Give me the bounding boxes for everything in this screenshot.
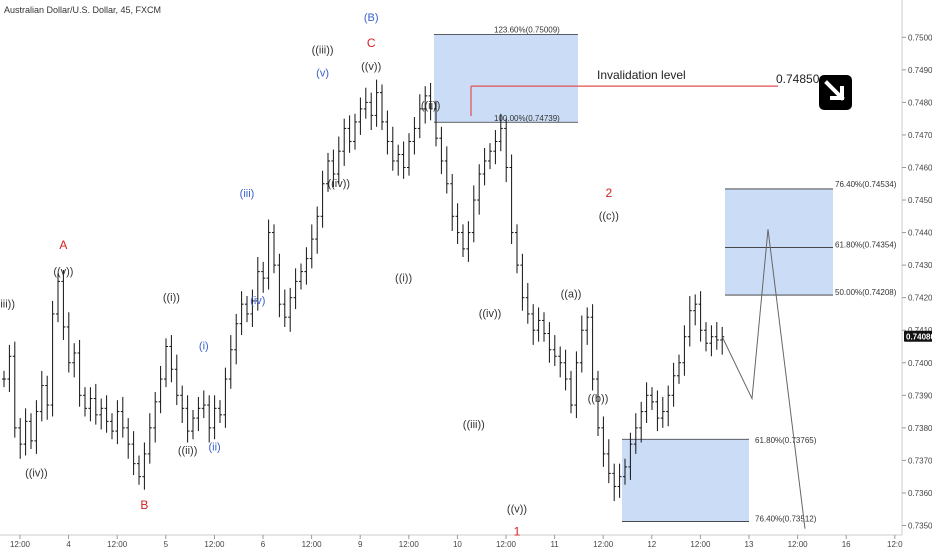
fib-zone-box: [434, 34, 578, 123]
x-tick-label: 11: [550, 540, 559, 549]
wave-label: ((iv)): [327, 178, 350, 190]
x-tick-label: 12:00: [399, 540, 420, 549]
candles: [2, 79, 725, 502]
x-tick-label: 13: [745, 540, 754, 549]
wave-label: ((v)): [361, 61, 381, 73]
invalidation-value: 0.74850: [776, 72, 820, 86]
x-tick-label: 12:00: [593, 540, 614, 549]
fib-zones: 123.60%(0.75009) 100.00%(0.74739) 61.80%(0…: [434, 25, 897, 524]
fib-level-label: 76.40%(0.73512): [755, 515, 817, 524]
x-tick-label: 12:00: [788, 540, 809, 549]
x-tick-label: 12:00: [107, 540, 128, 549]
wave-labels: ((iii)) ((iv)) A ((v)) B ((i)) ((ii)) (i) (ii) (i…: [0, 12, 619, 538]
wave-label: (i): [199, 341, 209, 353]
wave-label: ((i)): [395, 272, 412, 284]
wave-label: ((a)): [561, 289, 582, 301]
x-tick-label: 12:00: [10, 540, 31, 549]
wave-label: ((iii)): [0, 298, 15, 310]
wave-label: ((iii)): [463, 419, 485, 431]
wave-label: (B): [364, 12, 379, 24]
x-tick-label: 12:00: [496, 540, 517, 549]
x-tick-label: 12: [647, 540, 656, 549]
x-tick-label: 16: [842, 540, 851, 549]
wave-label: ((v)): [53, 266, 73, 278]
wave-label: ((b)): [588, 393, 609, 405]
wave-label: ((i)): [163, 292, 180, 304]
wave-label: (iv): [250, 295, 265, 307]
fib-zone-box: [725, 188, 833, 296]
x-tick-label: 10: [453, 540, 462, 549]
y-tick-label: 0.73500: [908, 521, 932, 530]
x-tick-label: 12:00: [302, 540, 323, 549]
time-axis: 12:00 4 12:00 5 12:00 6 12:00 9 12:00 10 12:00 11 12…: [10, 535, 903, 549]
wave-label: ((c)): [599, 211, 619, 223]
fib-level-label: 61.80%(0.73765): [755, 436, 817, 445]
wave-label: (v): [316, 67, 329, 79]
x-tick-label: 12:0: [887, 540, 903, 549]
x-tick-label: 9: [358, 540, 363, 549]
wave-label: 1: [514, 524, 521, 538]
x-tick-label: 12:00: [690, 540, 711, 549]
x-tick-label: 6: [261, 540, 266, 549]
invalidation-label: Invalidation level: [597, 68, 686, 82]
wave-label: ((iv)): [25, 468, 48, 480]
wave-label: ((iii)): [312, 45, 334, 57]
x-tick-label: 12:00: [204, 540, 225, 549]
fib-level-label: 100.00%(0.74739): [494, 114, 560, 123]
fib-level-label: 50.00%(0.74208): [835, 288, 897, 297]
projection-path: [721, 229, 806, 529]
wave-label: ((ii)): [178, 445, 198, 457]
wave-label: ((v)): [507, 503, 527, 515]
invalidation-level: Invalidation level 0.74850: [470, 68, 820, 117]
x-tick-label: 5: [164, 540, 169, 549]
chart-title: Australian Dollar/U.S. Dollar, 45, FXCM: [4, 5, 161, 15]
last-price-value: 0.74080: [906, 333, 932, 342]
last-price-tag: 0.74080: [904, 330, 932, 342]
fib-zone-box: [622, 439, 749, 522]
last-price-badge: [904, 330, 932, 342]
wave-label: A: [59, 238, 67, 252]
wave-label: (iii): [240, 188, 255, 200]
wave-projection: [721, 229, 806, 529]
wave-label: 2: [605, 186, 612, 200]
wave-label: B: [140, 498, 148, 512]
fib-level-label: 76.40%(0.74534): [835, 180, 897, 189]
wave-label: C: [367, 36, 376, 50]
down-right-arrow-icon: [819, 75, 852, 110]
x-tick-label: 4: [66, 540, 71, 549]
wave-label: ((ii)): [421, 100, 441, 112]
wave-label: (ii): [208, 442, 220, 454]
fib-level-label: 123.60%(0.75009): [494, 25, 560, 34]
wave-label: ((iv)): [479, 308, 502, 320]
fib-level-label: 61.80%(0.74354): [835, 241, 897, 250]
